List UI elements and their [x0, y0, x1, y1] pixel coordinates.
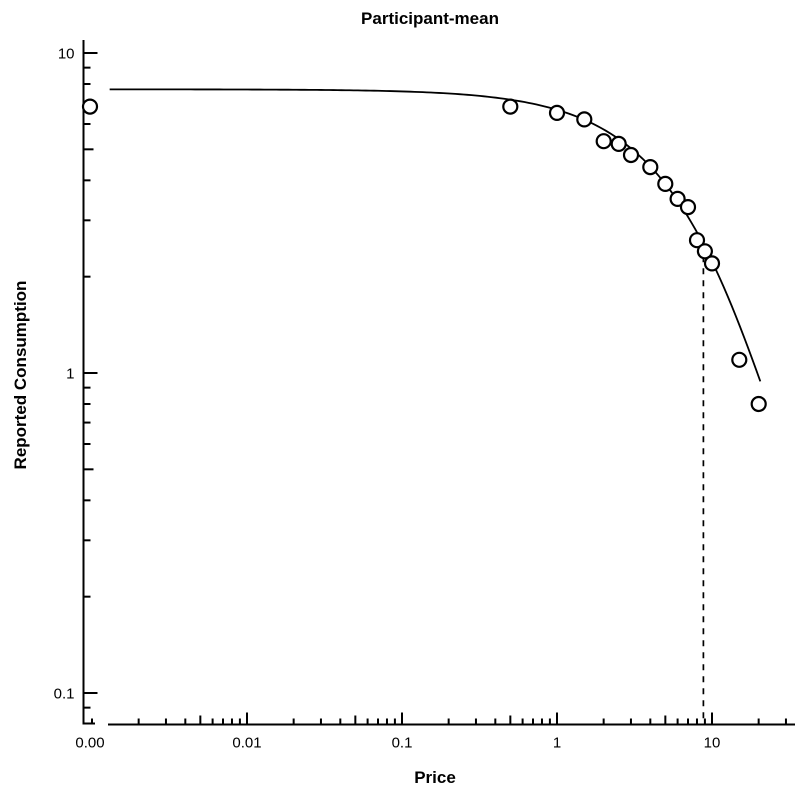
data-point-marker — [688, 232, 706, 249]
x-tick-label: 0.01 — [232, 735, 261, 752]
chart-title: Participant-mean — [361, 9, 499, 28]
data-point-marker — [669, 190, 686, 207]
x-zero-tick-label: 0.00 — [75, 735, 104, 752]
data-point-marker — [610, 135, 627, 152]
y-axis-title: Reported Consumption — [11, 281, 30, 470]
x-tick-label: 0.1 — [392, 735, 413, 752]
data-point-marker — [502, 98, 519, 115]
data-point-marker — [750, 395, 767, 413]
x-tick-label: 10 — [704, 735, 721, 752]
x-tick-label: 1 — [553, 735, 561, 752]
data-point-marker — [657, 175, 674, 192]
data-point-marker — [731, 351, 748, 368]
data-point-marker — [595, 133, 612, 150]
data-point-marker — [679, 199, 697, 216]
fit-curve-path — [109, 88, 762, 382]
data-point-marker — [703, 255, 721, 272]
axes — [82, 40, 795, 726]
data-point-marker — [622, 146, 640, 164]
data-point-marker — [696, 243, 714, 260]
y-tick-label: 10 — [58, 46, 75, 63]
y-tick-label: 0.1 — [54, 686, 75, 703]
chart-series — [81, 88, 767, 725]
axis-ticks: 0.01 0.1 1 10 0.00 0.1 1 10 — [54, 46, 787, 752]
y-tick-label: 1 — [66, 366, 74, 383]
data-point-marker — [81, 98, 99, 115]
data-point-marker — [642, 159, 659, 176]
data-point-marker — [576, 111, 593, 128]
data-point-marker — [548, 104, 566, 122]
x-axis-title: Price — [414, 768, 456, 787]
